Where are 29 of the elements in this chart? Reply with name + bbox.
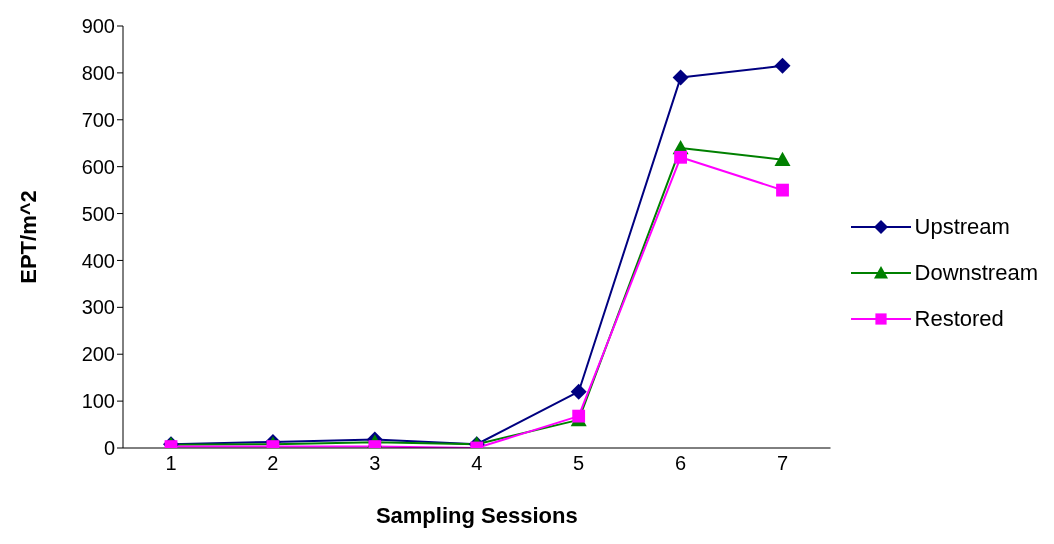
y-tick-label: 900 (81, 15, 115, 38)
x-tick-label: 6 (675, 452, 687, 475)
legend-label: Upstream (914, 214, 1010, 240)
y-tick-label: 700 (81, 108, 115, 131)
y-tick-label: 200 (81, 343, 115, 366)
x-tick-label: 7 (776, 452, 789, 475)
x-tick-label: 3 (369, 452, 381, 475)
legend-label: Restored (914, 306, 1004, 332)
y-tick-label: 600 (81, 155, 115, 178)
point (774, 151, 791, 167)
x-tick-label: 5 (573, 452, 585, 475)
legend-label: Downstream (914, 260, 1038, 286)
x-axis-title: Sampling Sessions (375, 503, 578, 528)
x-tick-label: 2 (267, 452, 279, 475)
y-tick-label: 100 (81, 390, 115, 413)
x-tick-label: 1 (165, 452, 177, 475)
point (672, 69, 689, 86)
point (570, 383, 587, 400)
point (774, 57, 791, 74)
y-tick-label: 300 (81, 296, 115, 319)
point (572, 409, 586, 423)
point (776, 183, 789, 197)
y-tick-label: 0 (103, 437, 115, 460)
y-tick-label: 400 (81, 249, 115, 272)
x-tick-label: 4 (471, 452, 483, 475)
y-axis-title: EPT/m^2 (15, 190, 41, 284)
point (674, 150, 687, 164)
y-tick-label: 800 (81, 61, 115, 84)
y-tick-label: 500 (81, 202, 115, 225)
